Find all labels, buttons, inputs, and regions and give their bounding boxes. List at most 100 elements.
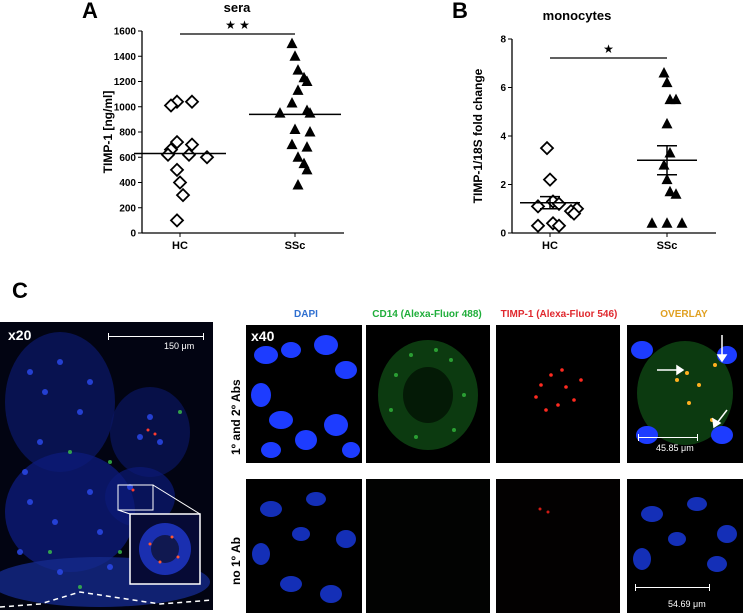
hc-data-point (169, 162, 185, 178)
row2-timp1-image (496, 479, 620, 613)
ssc-data-point (286, 96, 298, 108)
row2-scale-bar (635, 584, 710, 591)
row1-overlay-signal (627, 325, 743, 463)
overview-tissue-image (0, 322, 213, 610)
row1-scale-bar (638, 434, 698, 441)
ssc-data-point (286, 138, 298, 150)
hc-data-point (163, 98, 179, 113)
chart-title: sera (224, 0, 252, 15)
ssc-data-point (661, 173, 673, 185)
hc-data-point (542, 172, 558, 187)
overview-scale-bar (108, 333, 204, 340)
ssc-data-point (670, 188, 682, 199)
row-label-no-primary: no 1º Ab (229, 537, 243, 585)
column-header-timp1: TIMP-1 (Alexa-Fluor 546) (500, 309, 618, 320)
row1-cd14-image (366, 325, 490, 463)
ssc-data-point (292, 151, 304, 162)
ssc-data-point (304, 126, 316, 137)
x-tick-label: SSc (657, 240, 678, 252)
row2-overlay-image (627, 479, 743, 613)
x-tick-label: HC (172, 240, 188, 252)
row1-timp1-image (496, 325, 620, 463)
ssc-data-point (289, 123, 301, 134)
ssc-data-point (292, 179, 304, 190)
ssc-data-point (661, 217, 673, 228)
ssc-data-point (274, 107, 286, 118)
hc-data-point (551, 196, 567, 212)
y-tick-label: 1000 (114, 102, 137, 113)
row1-dapi-image (246, 325, 362, 463)
y-tick-label: 800 (119, 128, 136, 139)
y-tick-label: 6 (500, 83, 506, 94)
y-tick-label: 0 (500, 229, 506, 240)
y-tick-label: 600 (119, 153, 136, 164)
row2-dapi-image (246, 479, 362, 613)
hc-data-point (539, 140, 555, 156)
ssc-data-point (646, 217, 658, 228)
panel-letter-a: A (82, 0, 98, 23)
ssc-data-point (661, 117, 673, 129)
hc-data-point (169, 134, 185, 150)
y-tick-label: 1200 (114, 77, 137, 88)
ssc-data-point (661, 76, 673, 88)
overview-scale-text: 150 μm (164, 341, 195, 351)
y-tick-label: 2 (500, 180, 506, 191)
row2-overlay-signal (627, 479, 743, 613)
significance-stars: ★ ★ (225, 18, 250, 32)
hc-data-point (175, 187, 191, 203)
row2-cd14-image (366, 479, 490, 613)
y-tick-label: 1400 (114, 52, 137, 63)
y-axis-label: TIMP-1 [ng/ml] (101, 91, 115, 174)
y-tick-label: 8 (500, 35, 506, 46)
row1-dapi-nuclei (246, 325, 362, 463)
column-header-overlay: OVERLAY (660, 309, 708, 320)
row-label-abs: 1º and 2º Abs (229, 379, 243, 455)
ssc-data-point (292, 84, 304, 95)
ssc-data-point (301, 75, 313, 86)
column-header-cd14: CD14 (Alexa-Fluor 488) (372, 309, 482, 320)
row1-timp1-signal (496, 325, 620, 463)
row1-cd14-signal (366, 325, 490, 463)
row1-scale-text: 45.85 μm (656, 443, 694, 453)
row2-cd14-signal (366, 479, 490, 613)
row2-scale-text: 54.69 μm (668, 599, 706, 609)
column-header-dapi: DAPI (294, 309, 318, 320)
ssc-data-point (664, 185, 676, 197)
y-axis-label: TIMP-1/18S fold change (471, 68, 485, 203)
y-tick-label: 200 (119, 203, 136, 214)
grid-magnification: x40 (251, 328, 275, 344)
chart-a: 0 200 400 600 800 1000 1200 1400 1600 HC SSc TIMP-1… (0, 0, 370, 260)
overview-micrograph (0, 322, 213, 610)
y-tick-label: 400 (119, 178, 136, 189)
hc-data-point (199, 149, 215, 165)
significance-stars: ★ (603, 42, 614, 56)
row2-dapi-nuclei (246, 479, 362, 613)
ssc-data-point (301, 163, 313, 175)
overview-magnification: x20 (8, 327, 32, 343)
ssc-data-point (286, 37, 298, 49)
y-tick-label: 0 (130, 229, 136, 240)
row2-timp1-signal (496, 479, 620, 613)
hc-data-point (551, 218, 567, 233)
panel-letter-b: B (452, 0, 468, 23)
chart-b-svg: 0 2 4 6 8 HC SSc TIMP-1/18S fold change monocyte… (471, 8, 716, 252)
panel-letter-c: C (12, 278, 28, 303)
chart-title: monocytes (543, 8, 612, 23)
ssc-data-point (676, 217, 688, 228)
chart-a-svg: 0 200 400 600 800 1000 1200 1400 1600 HC SSc TIMP-1… (101, 0, 344, 252)
hc-data-point (172, 175, 188, 190)
hc-data-point (184, 94, 200, 109)
y-tick-label: 1600 (114, 27, 137, 38)
x-tick-label: SSc (285, 240, 306, 252)
ssc-data-point (301, 141, 313, 152)
row1-overlay-image (627, 325, 743, 463)
ssc-data-point (670, 93, 682, 105)
chart-b: 0 2 4 6 8 HC SSc TIMP-1/18S fold change monocyte… (370, 0, 750, 260)
ssc-data-point (658, 66, 670, 78)
x-tick-label: HC (542, 240, 558, 252)
hc-data-point (169, 213, 185, 228)
ssc-data-point (289, 50, 301, 61)
hc-data-point (566, 206, 582, 221)
ssc-data-point (292, 64, 304, 75)
hc-data-point (530, 218, 546, 233)
